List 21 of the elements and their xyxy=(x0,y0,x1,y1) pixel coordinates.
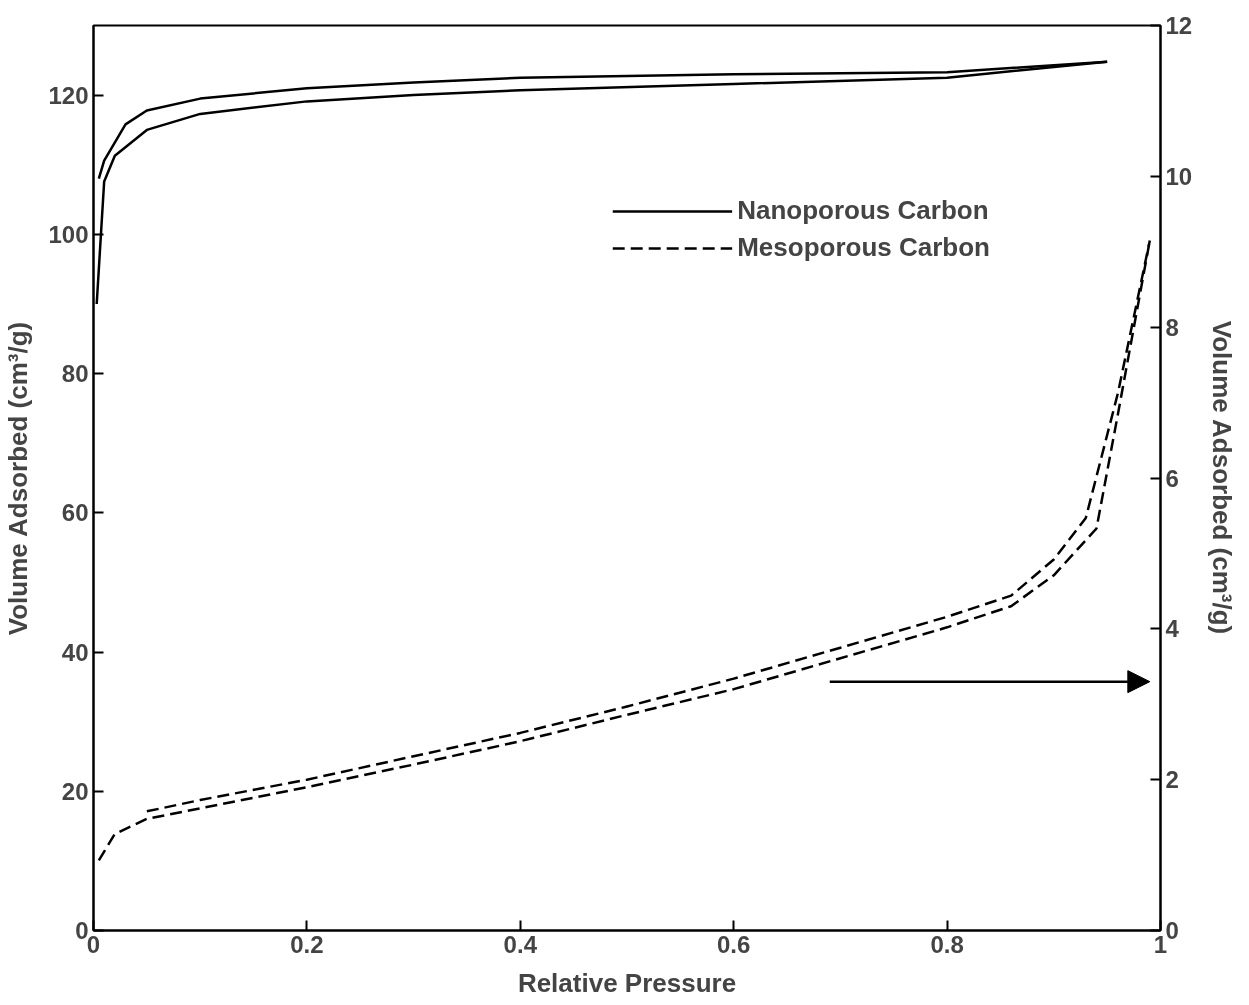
x-tick-label: 0.8 xyxy=(930,930,964,958)
y2-tick-label: 4 xyxy=(1165,615,1180,643)
y2-tick-label: 8 xyxy=(1165,313,1179,341)
y-axis-title: Volume Adsorbed (cm³/g) xyxy=(3,321,34,636)
x-tick-label: 0.4 xyxy=(503,930,538,958)
y2-axis-title: Volume Adsorbed (cm³/g) xyxy=(1207,320,1238,635)
y-tick-label: 60 xyxy=(61,499,89,527)
y-tick-label: 100 xyxy=(48,220,89,248)
y2-tick-label: 12 xyxy=(1165,12,1193,39)
y-tick-label: 40 xyxy=(61,638,89,666)
y-tick-label: 20 xyxy=(61,777,89,805)
y2-tick-label: 10 xyxy=(1165,162,1193,190)
legend-label: Nanoporous Carbon xyxy=(737,195,989,226)
y-tick-label: 80 xyxy=(61,360,89,388)
x-axis-title: Relative Pressure xyxy=(517,967,737,998)
y2-tick-label: 6 xyxy=(1165,464,1179,492)
y2-tick-label: 2 xyxy=(1165,766,1179,794)
x-tick-label: 0.2 xyxy=(290,930,324,958)
x-tick-label: 0.6 xyxy=(717,930,751,958)
y-tick-label: 120 xyxy=(48,81,89,109)
legend-label: Mesoporous Carbon xyxy=(737,232,990,263)
